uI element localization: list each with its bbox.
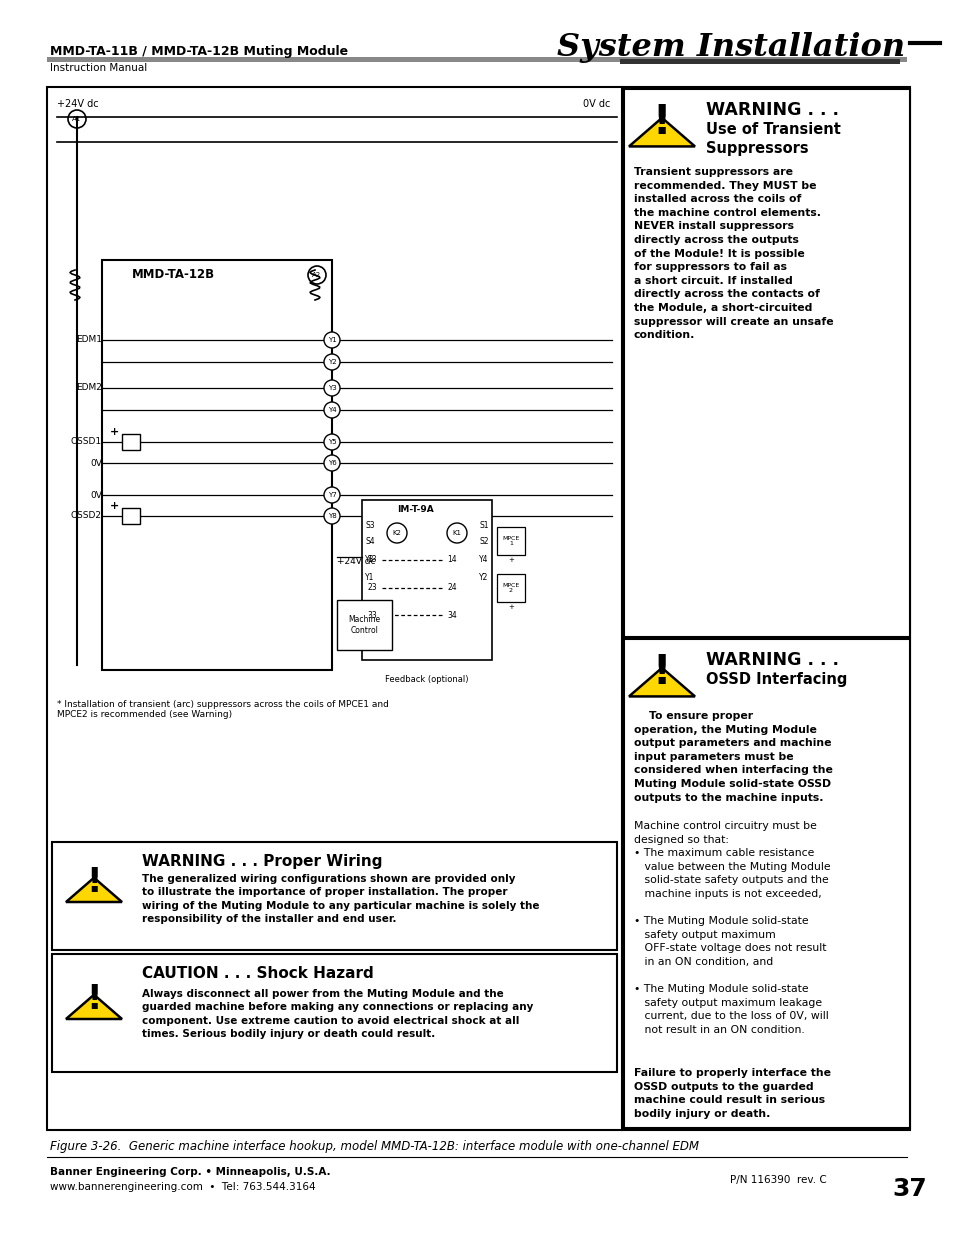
Text: +24V dc: +24V dc [57,99,98,109]
Text: MMD-TA-11B / MMD-TA-12B Muting Module: MMD-TA-11B / MMD-TA-12B Muting Module [50,44,348,58]
Text: !: ! [652,653,671,693]
FancyBboxPatch shape [102,261,332,671]
Text: Use of Transient: Use of Transient [705,122,840,137]
Text: Failure to properly interface the
OSSD outputs to the guarded
machine could resu: Failure to properly interface the OSSD o… [634,1068,830,1119]
Text: * Installation of transient (arc) suppressors across the coils of MPCE1 and
MPCE: * Installation of transient (arc) suppre… [57,700,389,720]
Text: Y2: Y2 [327,359,336,366]
Text: K2: K2 [392,530,401,536]
Text: Feedback (optional): Feedback (optional) [385,676,468,684]
Text: Y3: Y3 [327,385,336,391]
Text: 34: 34 [447,610,456,620]
Text: Machine control circuitry must be
designed so that:
• The maximum cable resistan: Machine control circuitry must be design… [634,821,830,1035]
Text: 14: 14 [447,556,456,564]
Text: WARNING . . .: WARNING . . . [705,651,838,669]
Text: S3: S3 [365,520,375,530]
Text: OSSD Interfacing: OSSD Interfacing [705,672,846,687]
FancyBboxPatch shape [619,59,899,64]
Text: Y3: Y3 [365,556,375,564]
Text: 0V dc: 0V dc [582,99,609,109]
Text: System Installation: System Installation [557,32,904,63]
Text: Y5: Y5 [327,438,336,445]
Text: Figure 3-26.  Generic machine interface hookup, model MMD-TA-12B: interface modu: Figure 3-26. Generic machine interface h… [50,1140,699,1153]
Circle shape [324,354,339,370]
Text: The generalized wiring configurations shown are provided only
to illustrate the : The generalized wiring configurations sh… [142,874,539,924]
Text: 37: 37 [892,1177,926,1200]
FancyBboxPatch shape [497,527,524,555]
Text: Y4: Y4 [327,408,336,412]
Text: CAUTION . . . Shock Hazard: CAUTION . . . Shock Hazard [142,966,374,981]
Text: Y6: Y6 [327,459,336,466]
Text: K1: K1 [452,530,461,536]
Text: EDM2: EDM2 [76,384,102,393]
Polygon shape [66,878,122,902]
Text: Machine
Control: Machine Control [348,615,380,635]
Polygon shape [628,668,695,697]
Text: +: + [508,557,514,563]
Text: IM-T-9A: IM-T-9A [396,505,434,514]
Text: Y7: Y7 [327,492,336,498]
Text: OSSD2: OSSD2 [71,511,102,520]
Text: Always disconnect all power from the Muting Module and the
guarded machine befor: Always disconnect all power from the Mut… [142,989,533,1039]
Text: WARNING . . . Proper Wiring: WARNING . . . Proper Wiring [142,853,382,869]
Text: Y4: Y4 [478,556,488,564]
Text: +24V dc: +24V dc [336,557,375,566]
FancyBboxPatch shape [336,600,392,650]
Text: A2: A2 [313,272,321,278]
Text: S1: S1 [478,520,488,530]
FancyBboxPatch shape [52,842,617,950]
FancyBboxPatch shape [623,638,909,1128]
Text: Y1: Y1 [327,337,336,343]
Circle shape [324,380,339,396]
Text: Transient suppressors are
recommended. They MUST be
installed across the coils o: Transient suppressors are recommended. T… [634,167,833,340]
Circle shape [324,433,339,450]
Text: 13: 13 [367,556,376,564]
Text: Instruction Manual: Instruction Manual [50,63,147,73]
Circle shape [324,332,339,348]
Text: MPCE
2: MPCE 2 [502,583,519,593]
Text: Y2: Y2 [478,573,488,583]
Text: 24: 24 [447,583,456,593]
FancyBboxPatch shape [122,433,140,450]
Text: To ensure proper
operation, the Muting Module
output parameters and machine
inpu: To ensure proper operation, the Muting M… [634,711,832,803]
FancyBboxPatch shape [47,86,909,1130]
Text: A1: A1 [72,116,82,122]
Text: 0V: 0V [90,458,102,468]
Text: Banner Engineering Corp. • Minneapolis, U.S.A.: Banner Engineering Corp. • Minneapolis, … [50,1167,331,1177]
Text: +: + [111,427,119,437]
Text: WARNING . . .: WARNING . . . [705,101,838,119]
Text: +: + [508,604,514,610]
Circle shape [324,487,339,503]
Text: P/N 116390  rev. C: P/N 116390 rev. C [729,1174,826,1186]
FancyBboxPatch shape [47,57,906,62]
FancyBboxPatch shape [623,89,909,637]
Text: EDM1: EDM1 [76,336,102,345]
Text: S4: S4 [365,537,375,547]
Text: Y8: Y8 [327,513,336,519]
Circle shape [324,508,339,524]
Text: Y1: Y1 [365,573,375,583]
Polygon shape [628,117,695,147]
Polygon shape [66,994,122,1019]
Circle shape [324,403,339,417]
Text: !: ! [652,104,671,143]
FancyBboxPatch shape [52,953,617,1072]
FancyBboxPatch shape [361,500,492,659]
Text: !: ! [86,866,102,899]
Text: MPCE
1: MPCE 1 [502,536,519,546]
Text: www.bannerengineering.com  •  Tel: 763.544.3164: www.bannerengineering.com • Tel: 763.544… [50,1182,315,1192]
Text: Suppressors: Suppressors [705,141,808,156]
Text: OSSD1: OSSD1 [71,437,102,447]
Text: !: ! [86,983,102,1016]
FancyBboxPatch shape [497,574,524,601]
Text: +: + [111,501,119,511]
Text: S2: S2 [478,537,488,547]
Circle shape [324,454,339,471]
Text: 33: 33 [367,610,376,620]
Text: MMD-TA-12B: MMD-TA-12B [132,268,214,282]
FancyBboxPatch shape [122,508,140,524]
Text: 23: 23 [367,583,376,593]
Text: 0V: 0V [90,490,102,499]
